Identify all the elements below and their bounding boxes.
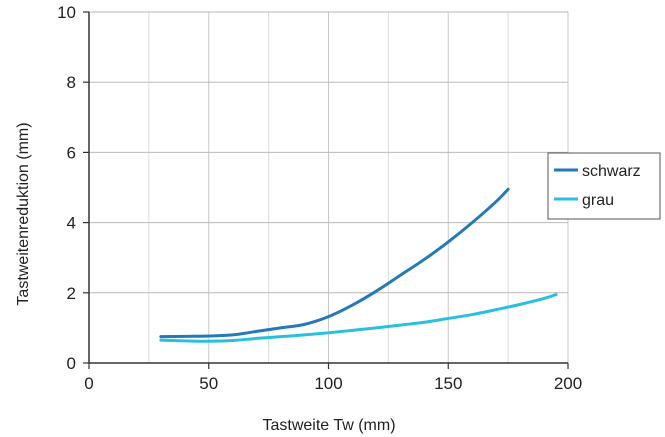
legend-label-schwarz: schwarz [582,163,641,180]
grid [89,11,569,363]
series-line-schwarz [159,187,510,339]
series-line-grau [159,293,558,343]
y-tick-label: 4 [67,214,76,233]
x-tick-label: 150 [434,374,462,393]
legend: schwarz grau [547,152,661,220]
x-tick-label: 200 [554,374,582,393]
y-tick-label: 6 [67,143,76,162]
legend-label-grau: grau [582,192,614,209]
x-tick-label: 50 [199,374,218,393]
x-tick-label: 100 [314,374,342,393]
y-tick-label: 10 [57,3,76,22]
y-axis-title: Tastweitenreduktion (mm) [15,122,32,305]
y-tick-label: 2 [67,284,76,303]
y-tick-label: 8 [67,73,76,92]
y-tick-label: 0 [67,354,76,373]
legend-box [547,152,661,220]
x-axis-title: Tastweite Tw (mm) [262,417,395,434]
x-tick-label: 0 [84,374,93,393]
series [159,187,558,343]
axes: 0 50 100 150 200 0 2 4 6 8 10 [57,3,582,393]
